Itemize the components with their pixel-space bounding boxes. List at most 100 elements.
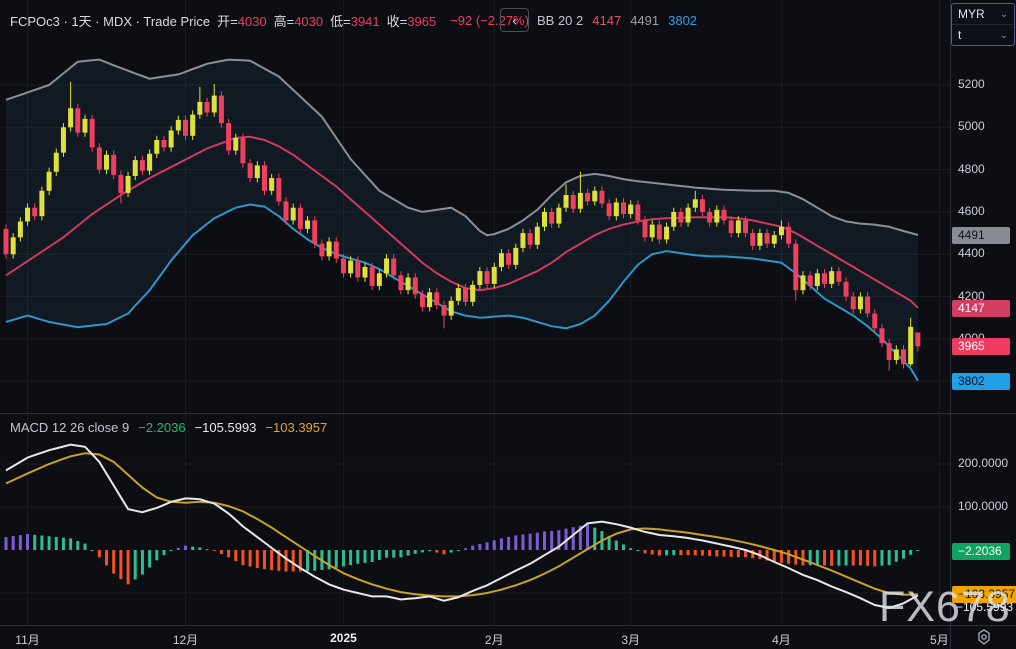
macd-histogram-bar <box>456 550 460 551</box>
time-axis-month-label: 4月 <box>772 633 791 647</box>
candle <box>398 275 404 291</box>
change-value: −92 (−2.27%) <box>450 13 529 28</box>
bb-legend-title: BB 20 2 <box>537 13 584 28</box>
macd-histogram-bar <box>83 543 87 550</box>
macd-histogram-bar <box>162 550 166 556</box>
chevron-down-icon: ⌄ <box>999 8 1008 20</box>
unit-dropdown[interactable]: t ⌄ <box>952 25 1014 45</box>
macd-axis-tick: 200.0000 <box>958 456 1009 470</box>
candle <box>800 275 806 291</box>
candle <box>53 152 59 172</box>
candle <box>771 235 777 244</box>
candle <box>276 178 282 202</box>
bollinger-legend[interactable]: BB 20 2 4147 4491 3802 <box>537 13 706 28</box>
candle <box>793 243 799 291</box>
price-axis-tick: 4600 <box>958 203 985 218</box>
macd-histogram-bar <box>284 550 288 572</box>
candle <box>362 266 368 278</box>
currency-dropdown[interactable]: MYR ⌄ <box>952 4 1014 25</box>
candle <box>434 292 440 306</box>
macd-histogram-bar <box>621 544 625 550</box>
candle <box>656 224 662 240</box>
macd-histogram-bar <box>514 535 518 550</box>
macd-histogram-bar <box>873 550 877 567</box>
macd-histogram-bar <box>227 550 231 558</box>
candle <box>46 171 52 191</box>
candle <box>757 233 763 246</box>
collapse-legend-button[interactable]: ‹ <box>500 8 529 32</box>
macd-histogram-bar <box>428 550 432 551</box>
macd-histogram-bar <box>406 550 410 556</box>
candle <box>872 313 878 329</box>
macd-histogram-bar <box>593 527 597 550</box>
macd-axis-badge: −2.2036 <box>952 542 1010 560</box>
macd-histogram-bar <box>578 525 582 550</box>
candle <box>218 95 224 124</box>
symbol-legend[interactable]: FCPOc3 · 1天 · MDX · Trade Price 开=4030 高=… <box>10 11 529 30</box>
candle <box>893 349 899 361</box>
candle <box>714 209 720 223</box>
macd-legend-values: −2.2036 −105.5993 −103.3957 <box>138 420 336 435</box>
macd-histogram-bar <box>191 546 195 550</box>
macd-histogram-bar <box>686 550 690 556</box>
macd-histogram-bar <box>277 550 281 571</box>
candle <box>814 273 820 286</box>
candle <box>606 203 612 217</box>
candle <box>649 224 655 238</box>
time-axis-month-label: 2月 <box>484 633 504 647</box>
time-axis-month-label: 12月 <box>172 633 199 647</box>
macd-histogram-bar <box>471 545 475 550</box>
candle <box>498 253 504 267</box>
candle <box>678 211 684 223</box>
macd-histogram-bar <box>205 549 209 551</box>
candle <box>10 237 16 255</box>
candle <box>448 300 454 316</box>
macd-histogram-bar <box>90 550 94 551</box>
candle <box>671 211 677 227</box>
candle <box>750 233 756 246</box>
price-axis-badge: 3802 <box>952 372 1010 390</box>
candle <box>297 207 303 229</box>
macd-histogram-bar <box>18 535 22 550</box>
macd-histogram-bar <box>499 538 503 550</box>
macd-histogram-bar <box>657 550 661 556</box>
currency-label: MYR <box>958 7 985 21</box>
macd-value: −2.2036 <box>138 420 186 435</box>
candle <box>39 190 45 217</box>
macd-histogram-bar <box>97 550 101 558</box>
candle <box>441 305 447 316</box>
macd-histogram-bar <box>858 550 862 566</box>
candle <box>556 207 562 224</box>
candle <box>60 127 66 153</box>
macd-histogram-bar <box>241 550 245 566</box>
candle <box>240 137 246 164</box>
macd-histogram-bar <box>672 550 676 556</box>
macd-histogram-bar <box>700 550 704 556</box>
macd-histogram-bar <box>420 550 424 553</box>
candle <box>463 288 469 302</box>
candle <box>477 271 483 285</box>
candle <box>822 273 828 284</box>
macd-histogram-bar <box>808 550 812 566</box>
macd-histogram-bar <box>765 550 769 561</box>
macd-histogram-bar <box>844 550 848 566</box>
symbol-title: FCPOc3 · 1天 · MDX · Trade Price <box>10 14 211 29</box>
macd-histogram-bar <box>492 540 496 550</box>
macd-legend[interactable]: MACD 12 26 close 9 −2.2036 −105.5993 −103.… <box>10 420 336 435</box>
macd-histogram-bar <box>851 550 855 566</box>
candle <box>340 258 346 274</box>
candle <box>786 226 792 244</box>
macd-histogram-bar <box>148 550 152 568</box>
macd-histogram-bar <box>435 550 439 553</box>
time-axis-pane[interactable] <box>0 626 950 649</box>
candle <box>391 258 397 276</box>
macd-histogram-bar <box>887 550 891 566</box>
price-axis-badge: 3965 <box>952 338 1010 356</box>
candle <box>183 119 188 136</box>
macd-histogram-bar <box>736 550 740 558</box>
candle <box>168 130 174 148</box>
candle <box>254 165 260 179</box>
candle <box>25 207 31 222</box>
macd-histogram-bar <box>392 550 396 558</box>
